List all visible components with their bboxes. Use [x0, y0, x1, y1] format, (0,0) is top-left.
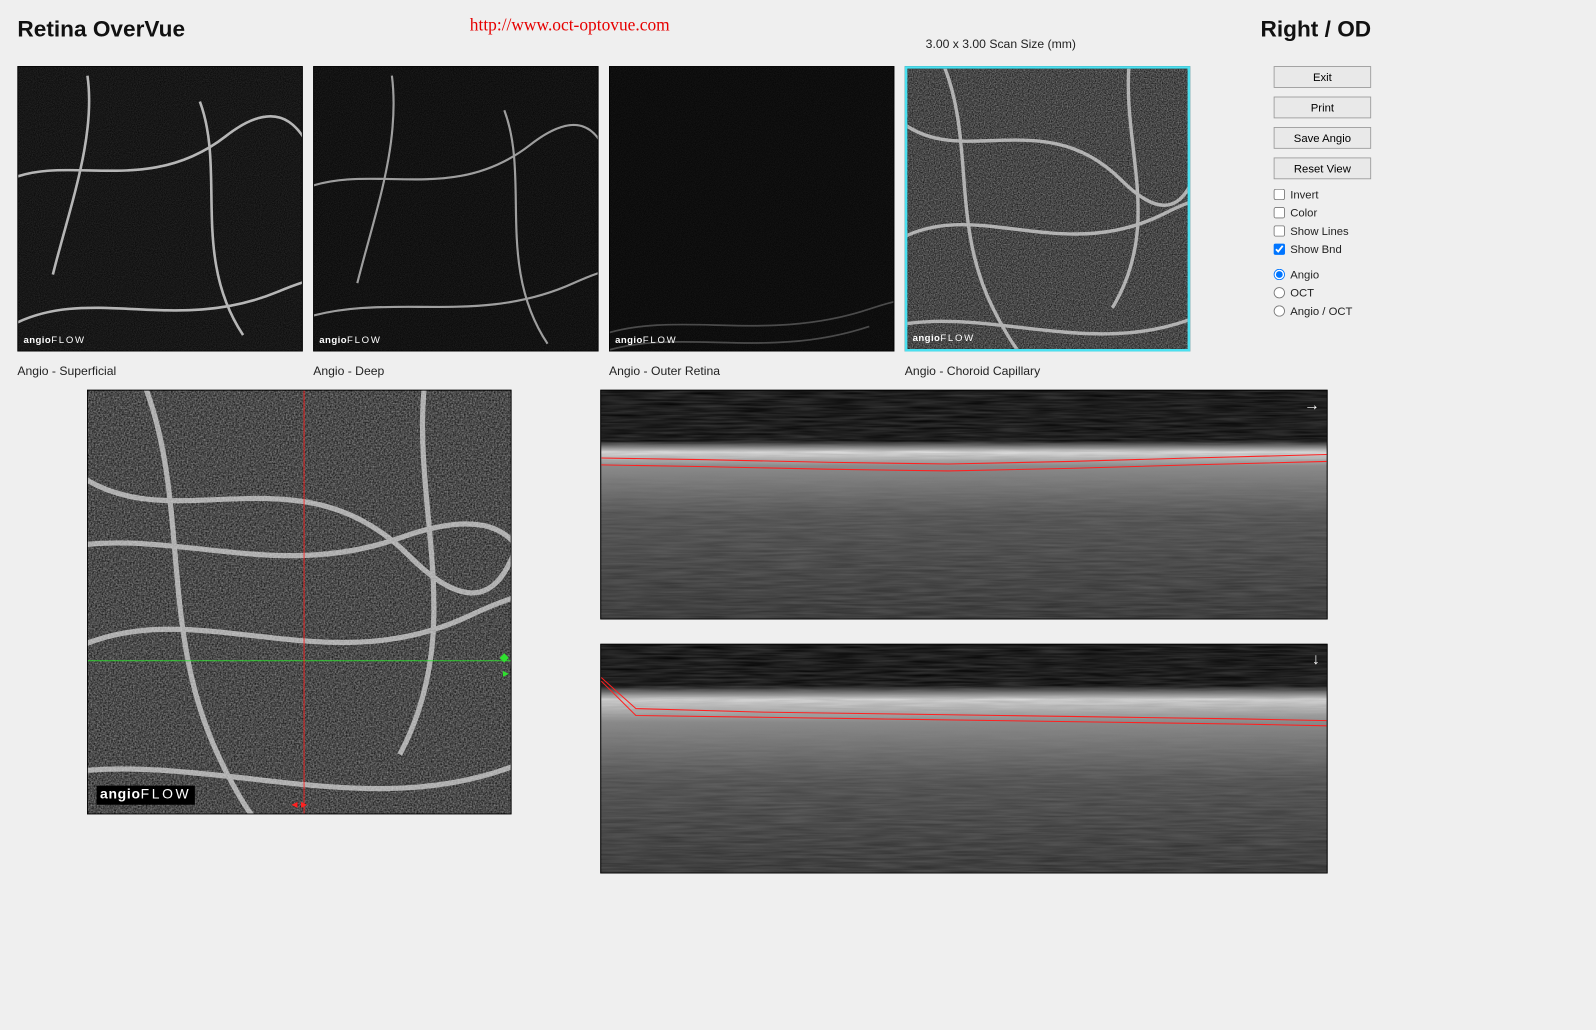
show-bnd-label: Show Bnd: [1290, 243, 1342, 256]
crosshair-vertical[interactable]: [304, 391, 305, 814]
eye-label: Right / OD: [1261, 16, 1372, 43]
watermark-icon: angioFLOW: [319, 335, 381, 345]
color-label: Color: [1290, 206, 1317, 219]
color-checkbox[interactable]: Color: [1274, 206, 1371, 219]
watermark-icon: angioFLOW: [913, 333, 975, 343]
watermark-icon: angioFLOW: [97, 786, 195, 805]
enface-view[interactable]: ◆ ▸ ◂ ▸ angioFLOW: [87, 390, 512, 815]
thumb-label-superficial: Angio - Superficial: [17, 364, 302, 378]
watermark-icon: angioFLOW: [23, 335, 85, 345]
url-overlay: http://www.oct-optovue.com: [470, 16, 670, 36]
view-mode-radiogroup: Angio OCT Angio / OCT: [1274, 268, 1371, 318]
crosshair-horizontal[interactable]: [88, 660, 511, 661]
thumbnail-labels: Angio - Superficial Angio - Deep Angio -…: [17, 364, 1190, 378]
invert-label: Invert: [1290, 188, 1318, 201]
thumb-label-choroid: Angio - Choroid Capillary: [905, 364, 1190, 378]
thumb-choroid-capillary[interactable]: angioFLOW: [905, 66, 1190, 351]
show-bnd-checkbox-input[interactable]: [1274, 244, 1285, 255]
oct-radio-input[interactable]: [1274, 287, 1285, 298]
oct-radio-label: OCT: [1290, 286, 1314, 299]
thumb-outer-retina[interactable]: angioFLOW: [609, 66, 894, 351]
watermark-icon: angioFLOW: [615, 335, 677, 345]
handle-v-bottom-icon[interactable]: ◂ ▸: [291, 797, 307, 812]
arrow-down-icon: ↓: [1312, 650, 1320, 668]
reset-view-button[interactable]: Reset View: [1274, 157, 1371, 179]
thumb-label-outer-retina: Angio - Outer Retina: [609, 364, 894, 378]
angio-oct-radio-label: Angio / OCT: [1290, 305, 1352, 318]
bscan-vertical[interactable]: ↓: [600, 644, 1327, 874]
page-title: Retina OverVue: [17, 16, 1371, 43]
show-lines-checkbox[interactable]: Show Lines: [1274, 224, 1371, 237]
arrow-right-icon: →: [1304, 396, 1320, 414]
angio-radio-label: Angio: [1290, 268, 1319, 281]
angio-radio[interactable]: Angio: [1274, 268, 1371, 281]
show-lines-label: Show Lines: [1290, 224, 1348, 237]
thumb-label-deep: Angio - Deep: [313, 364, 598, 378]
show-bnd-checkbox[interactable]: Show Bnd: [1274, 243, 1371, 256]
scan-size-label: 3.00 x 3.00 Scan Size (mm): [926, 37, 1076, 51]
oct-radio[interactable]: OCT: [1274, 286, 1371, 299]
angio-radio-input[interactable]: [1274, 269, 1285, 280]
bscan-horizontal[interactable]: →: [600, 390, 1327, 620]
invert-checkbox-input[interactable]: [1274, 189, 1285, 200]
angio-oct-radio[interactable]: Angio / OCT: [1274, 305, 1371, 318]
invert-checkbox[interactable]: Invert: [1274, 188, 1371, 201]
side-panel: Exit Print Save Angio Reset View Invert …: [1274, 66, 1371, 323]
app-root: Retina OverVue http://www.oct-optovue.co…: [0, 0, 1389, 896]
angio-oct-radio-input[interactable]: [1274, 305, 1285, 316]
handle-h-right2-icon[interactable]: ▸: [503, 666, 509, 681]
thumb-deep[interactable]: angioFLOW: [313, 66, 598, 351]
exit-button[interactable]: Exit: [1274, 66, 1371, 88]
thumb-superficial[interactable]: angioFLOW: [17, 66, 302, 351]
print-button[interactable]: Print: [1274, 97, 1371, 119]
color-checkbox-input[interactable]: [1274, 207, 1285, 218]
handle-h-right-icon[interactable]: ◆: [500, 650, 509, 665]
thumbnail-row: angioFLOW angioFLOW: [17, 66, 1190, 351]
save-angio-button[interactable]: Save Angio: [1274, 127, 1371, 149]
show-lines-checkbox-input[interactable]: [1274, 225, 1285, 236]
